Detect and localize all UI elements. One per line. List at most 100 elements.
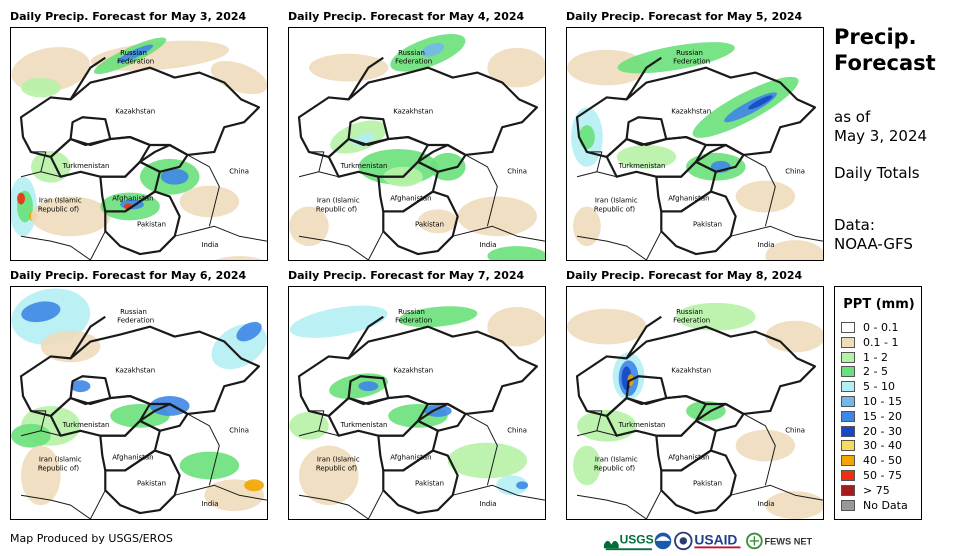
precip-area bbox=[765, 491, 823, 519]
partner-logos: USGS USAID FEWS NET bbox=[603, 531, 813, 551]
country-border bbox=[660, 449, 737, 515]
precip-map: Russian Federation Kazakhstan Turkmenistan I… bbox=[10, 27, 268, 261]
legend-label: 5 - 10 bbox=[863, 380, 895, 394]
country-border bbox=[20, 494, 91, 519]
country-label: Iran (Islamic bbox=[317, 455, 360, 463]
precip-area bbox=[429, 152, 466, 181]
country-border bbox=[730, 484, 823, 501]
precip-area bbox=[616, 144, 677, 169]
precip-area bbox=[423, 404, 452, 417]
legend-label: No Data bbox=[863, 498, 908, 512]
country-label: Republic of) bbox=[316, 464, 358, 472]
legend-label: 15 - 20 bbox=[863, 409, 902, 423]
country-border bbox=[625, 116, 668, 140]
precip-area bbox=[567, 308, 647, 345]
precip-area bbox=[421, 42, 445, 57]
country-borders bbox=[575, 315, 823, 519]
legend-swatch bbox=[841, 351, 855, 363]
country-label: India bbox=[757, 500, 774, 508]
precip-area bbox=[299, 445, 359, 506]
precip-area bbox=[179, 185, 240, 218]
precip-area bbox=[765, 240, 823, 260]
precip-area bbox=[579, 125, 595, 149]
country-label: Kazakhstan bbox=[393, 366, 433, 374]
precip-area bbox=[236, 321, 262, 342]
country-border bbox=[586, 151, 603, 172]
as-of-block: as of May 3, 2024 bbox=[834, 108, 927, 146]
legend-swatch bbox=[841, 366, 855, 378]
country-border bbox=[187, 413, 220, 486]
legend-title: PPT (mm) bbox=[843, 297, 915, 312]
country-label: Pakistan bbox=[137, 220, 166, 228]
country-border bbox=[625, 56, 662, 100]
panel-title: Daily Precip. Forecast for May 7, 2024 bbox=[288, 269, 525, 282]
legend-swatch bbox=[841, 455, 855, 467]
country-label: Federation bbox=[117, 58, 154, 66]
legend-label: > 75 bbox=[863, 483, 890, 497]
precip-area bbox=[21, 301, 61, 323]
country-label: Turkmenistan bbox=[340, 162, 388, 170]
legend-swatch bbox=[841, 425, 855, 437]
country-label: Russian bbox=[398, 49, 425, 57]
country-label: Federation bbox=[673, 58, 710, 66]
legend-label: 2 - 5 bbox=[863, 365, 888, 379]
panel-title: Daily Precip. Forecast for May 6, 2024 bbox=[10, 269, 247, 282]
country-border bbox=[347, 375, 390, 399]
country-label: Republic of) bbox=[38, 205, 80, 213]
country-border bbox=[576, 235, 647, 260]
as-of-date: May 3, 2024 bbox=[834, 127, 928, 145]
country-borders bbox=[19, 315, 267, 519]
precip-area bbox=[487, 47, 545, 88]
country-border bbox=[298, 430, 384, 519]
country-border bbox=[20, 235, 91, 260]
country-label: Pakistan bbox=[693, 220, 722, 228]
country-border bbox=[104, 190, 181, 256]
country-border bbox=[308, 151, 325, 172]
country-border bbox=[576, 494, 647, 519]
country-label: China bbox=[229, 427, 249, 435]
precip-area bbox=[447, 442, 528, 479]
country-label: Republic of) bbox=[316, 205, 358, 213]
precip-area bbox=[748, 95, 773, 110]
country-label: Afghanistan bbox=[390, 195, 431, 203]
country-border bbox=[298, 494, 369, 519]
country-label: Russian bbox=[676, 49, 703, 57]
country-label: Turkmenistan bbox=[340, 421, 388, 429]
precip-field bbox=[11, 288, 267, 512]
country-label: Republic of) bbox=[38, 464, 80, 472]
country-border bbox=[465, 413, 498, 486]
country-border bbox=[69, 375, 112, 399]
country-border bbox=[452, 225, 545, 242]
precip-area bbox=[210, 61, 267, 95]
precip-map: Russian Federation Kazakhstan Turkmenistan I… bbox=[566, 286, 824, 520]
sidebar-title: Precip. Forecast bbox=[834, 24, 936, 76]
precip-area bbox=[487, 246, 545, 260]
precip-area bbox=[30, 196, 111, 237]
country-label: Turkmenistan bbox=[62, 162, 110, 170]
country-border bbox=[30, 151, 47, 172]
precip-area bbox=[289, 305, 388, 338]
country-border bbox=[174, 484, 267, 501]
precip-area bbox=[735, 180, 796, 213]
precip-area bbox=[765, 320, 823, 353]
precip-map: Russian Federation Kazakhstan Turkmenistan I… bbox=[288, 286, 546, 520]
country-label: Federation bbox=[117, 317, 154, 325]
country-borders bbox=[575, 56, 823, 260]
precip-area bbox=[179, 451, 240, 480]
country-label: Russian bbox=[398, 308, 425, 316]
legend-label: 1 - 2 bbox=[863, 350, 888, 364]
precip-area bbox=[457, 196, 537, 237]
legend-swatch bbox=[841, 381, 855, 393]
country-label: Federation bbox=[395, 58, 432, 66]
country-label: Turkmenistan bbox=[618, 421, 666, 429]
doc-seal-icon bbox=[674, 531, 693, 551]
precip-area bbox=[17, 192, 25, 205]
fews-net-logo: FEWS NET bbox=[746, 532, 813, 550]
precip-map: Russian Federation Kazakhstan Turkmenistan I… bbox=[566, 27, 824, 261]
precip-area bbox=[573, 445, 601, 486]
country-label: Afghanistan bbox=[668, 454, 709, 462]
legend-swatch bbox=[841, 410, 855, 422]
